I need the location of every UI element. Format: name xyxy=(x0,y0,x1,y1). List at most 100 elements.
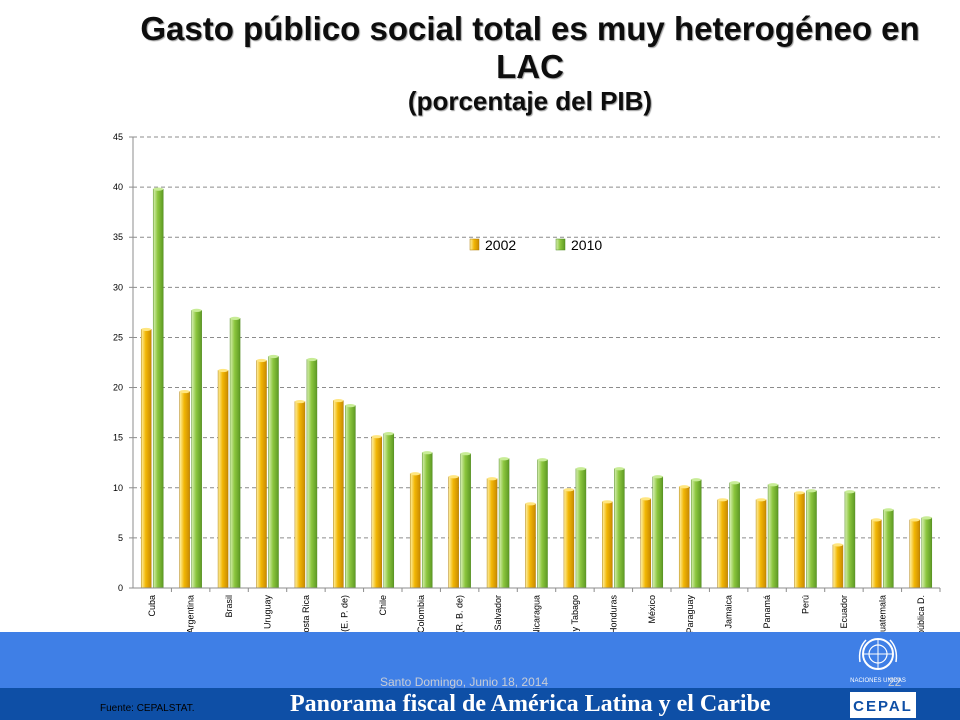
x-tick-label: Ecuador xyxy=(839,595,849,629)
bar-cap-2010 xyxy=(191,308,202,312)
bar-2002 xyxy=(333,400,344,589)
bar-cap-2010 xyxy=(306,357,317,362)
bar-cap-2002 xyxy=(410,472,421,476)
bar-2010 xyxy=(421,452,433,589)
bar-2002 xyxy=(563,489,575,589)
y-tick-label: 35 xyxy=(113,232,123,242)
x-tick-label: Costa Rica xyxy=(301,595,311,639)
x-tick-label: Jamaica xyxy=(724,595,734,629)
bar-cap-2010 xyxy=(383,432,394,436)
chart-bars xyxy=(140,187,933,589)
bar-cap-2010 xyxy=(729,481,740,485)
un-emblem-logo: NACIONES UNIDAS xyxy=(850,638,906,684)
bar-2010 xyxy=(460,453,471,589)
bar-cap-2002 xyxy=(256,358,267,363)
bar-cap-2010 xyxy=(460,452,471,456)
x-tick-label: Bolivia (E. P. de) xyxy=(339,595,349,661)
bar-2010 xyxy=(729,482,740,589)
cepal-logo-text: CEPAL xyxy=(853,698,913,715)
x-tick-label: Paraguay xyxy=(685,595,695,634)
y-tick-label: 5 xyxy=(118,533,123,543)
source-note: Fuente: CEPALSTAT. xyxy=(100,703,195,714)
bar-2002 xyxy=(294,401,306,589)
bar-2002 xyxy=(794,492,805,589)
bar-cap-2002 xyxy=(679,485,690,489)
bar-cap-2010 xyxy=(422,451,433,455)
bar-2010 xyxy=(614,468,625,589)
bar-2010 xyxy=(806,490,817,589)
bar-cap-2010 xyxy=(921,516,932,520)
footer-bar xyxy=(0,688,960,720)
bar-cap-2002 xyxy=(448,475,459,479)
x-tick-label: Trinidad y Tabago xyxy=(570,595,580,666)
bar-2002 xyxy=(256,360,267,589)
bar-2002 xyxy=(640,498,652,589)
bar-cap-2002 xyxy=(371,435,382,439)
bar-cap-2002 xyxy=(179,389,190,394)
bar-2010 xyxy=(152,188,164,589)
x-tick-label: Brasil xyxy=(224,595,234,618)
bar-cap-2002 xyxy=(640,497,651,501)
bar-cap-2010 xyxy=(844,490,855,494)
cepal-logo: CEPAL xyxy=(850,692,916,718)
bar-2002 xyxy=(525,503,536,589)
bar-2010 xyxy=(229,318,241,589)
legend-swatch-2010 xyxy=(555,238,566,251)
chart-gridlines xyxy=(133,136,940,539)
x-tick-label: Uruguay xyxy=(263,595,273,630)
x-tick-label: Chile xyxy=(378,595,388,616)
bar-cap-2002 xyxy=(487,477,498,481)
title-line-2: LAC xyxy=(496,48,564,85)
bar-2010 xyxy=(883,509,894,589)
x-tick-label: Perú xyxy=(801,595,811,614)
bar-2002 xyxy=(179,391,190,589)
y-tick-label: 0 xyxy=(118,583,123,593)
page-title: Gasto público social total es muy hetero… xyxy=(100,10,960,116)
bar-2010 xyxy=(383,433,395,589)
bar-cap-2010 xyxy=(153,187,164,191)
bar-cap-2010 xyxy=(806,489,817,493)
title-line-1: Gasto público social total es muy hetero… xyxy=(140,10,920,47)
un-emblem-text: NACIONES UNIDAS xyxy=(850,678,906,684)
bar-cap-2002 xyxy=(333,398,344,403)
bar-cap-2010 xyxy=(499,457,510,461)
bar-2010 xyxy=(268,356,279,589)
x-tick-label: Panamá xyxy=(762,595,772,629)
footer-blue-band xyxy=(0,632,960,688)
page-number: 22 xyxy=(888,675,902,689)
bar-2010 xyxy=(537,459,548,589)
bar-cap-2002 xyxy=(717,498,728,502)
legend-swatch-2002 xyxy=(469,238,480,251)
bar-2002 xyxy=(371,436,383,589)
bar-2002 xyxy=(755,499,767,589)
bar-cap-2010 xyxy=(268,354,279,359)
legend-label: 2010 xyxy=(571,237,602,253)
bar-2010 xyxy=(575,468,587,589)
bar-cap-2010 xyxy=(575,467,586,471)
bar-2002 xyxy=(486,478,498,589)
bar-cap-2002 xyxy=(141,327,152,332)
bar-cap-2002 xyxy=(909,518,920,522)
bar-cap-2010 xyxy=(345,403,356,408)
bar-2010 xyxy=(191,310,202,589)
y-tick-label: 45 xyxy=(113,132,123,142)
y-axis: 0 5 10 15 20 25 30 35 40 45 xyxy=(113,132,134,593)
bar-cap-2010 xyxy=(614,467,625,471)
x-tick-label: Colombia xyxy=(416,595,426,633)
bar-2010 xyxy=(498,458,510,589)
bar-cap-2002 xyxy=(756,498,767,502)
bar-cap-2002 xyxy=(525,502,536,506)
bar-cap-2002 xyxy=(871,518,882,522)
x-tick-label: Cuba xyxy=(147,595,157,617)
footer-date: Santo Domingo, Junio 18, 2014 xyxy=(380,675,549,689)
bar-2010 xyxy=(690,479,702,589)
x-tick-label: Honduras xyxy=(608,595,618,635)
chart-subtitle: (porcentaje del PIB) xyxy=(407,86,653,116)
bar-2010 xyxy=(345,405,356,589)
bar-cap-2002 xyxy=(563,488,574,492)
bar-2002 xyxy=(909,519,921,589)
y-tick-label: 40 xyxy=(113,182,123,192)
y-tick-label: 15 xyxy=(113,433,123,443)
x-tick-label: México xyxy=(647,595,657,624)
